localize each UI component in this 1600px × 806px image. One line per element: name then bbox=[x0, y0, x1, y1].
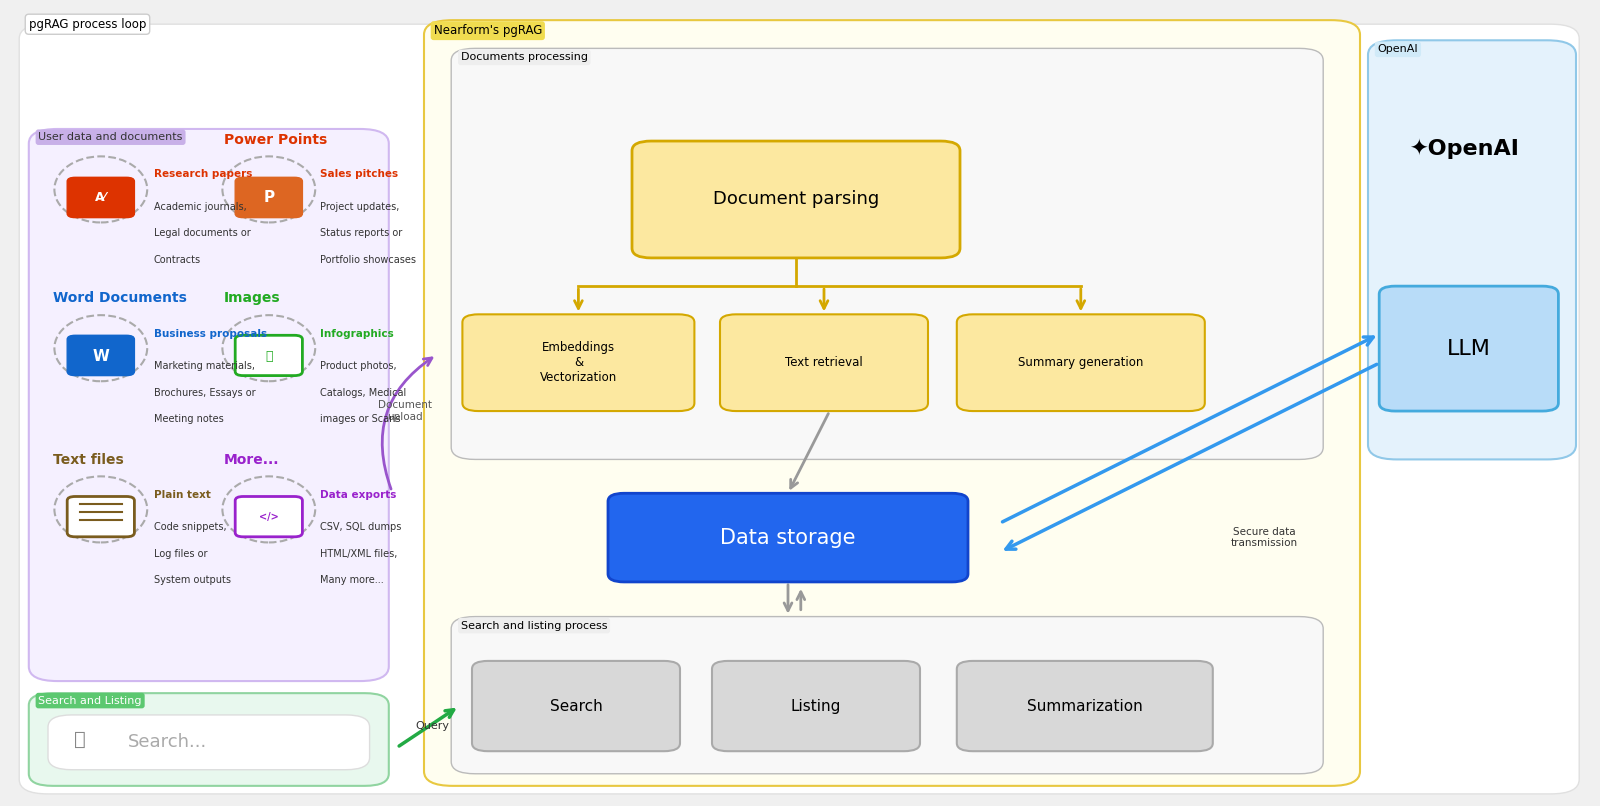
Text: Document
upload: Document upload bbox=[378, 401, 432, 422]
Text: Meeting notes: Meeting notes bbox=[154, 414, 224, 424]
Text: Search: Search bbox=[550, 699, 602, 713]
Text: Summary generation: Summary generation bbox=[1018, 356, 1144, 369]
Text: Business proposals: Business proposals bbox=[154, 329, 267, 339]
Text: A⁄: A⁄ bbox=[94, 191, 107, 204]
Text: LLM: LLM bbox=[1446, 339, 1491, 359]
Text: Catalogs, Medical: Catalogs, Medical bbox=[320, 388, 406, 397]
FancyBboxPatch shape bbox=[608, 493, 968, 582]
FancyBboxPatch shape bbox=[235, 177, 302, 218]
FancyBboxPatch shape bbox=[720, 314, 928, 411]
FancyBboxPatch shape bbox=[957, 661, 1213, 751]
Text: Brochures, Essays or: Brochures, Essays or bbox=[154, 388, 256, 397]
Text: Legal documents or: Legal documents or bbox=[154, 228, 250, 238]
Text: Many more...: Many more... bbox=[320, 575, 384, 585]
Text: Search and listing process: Search and listing process bbox=[461, 621, 608, 630]
Text: Marketing materials,: Marketing materials, bbox=[154, 361, 254, 371]
Text: Text retrieval: Text retrieval bbox=[786, 356, 862, 369]
FancyBboxPatch shape bbox=[67, 335, 134, 376]
FancyBboxPatch shape bbox=[1368, 40, 1576, 459]
Text: Portfolio showcases: Portfolio showcases bbox=[320, 255, 416, 264]
Text: Embeddings
&
Vectorization: Embeddings & Vectorization bbox=[539, 341, 618, 384]
Text: Document parsing: Document parsing bbox=[714, 190, 878, 209]
Text: Secure data
transmission: Secure data transmission bbox=[1230, 527, 1298, 548]
Text: W: W bbox=[93, 349, 109, 364]
FancyBboxPatch shape bbox=[235, 335, 302, 376]
FancyBboxPatch shape bbox=[712, 661, 920, 751]
Text: pgRAG process loop: pgRAG process loop bbox=[29, 18, 146, 31]
Text: Code snippets,: Code snippets, bbox=[154, 522, 226, 532]
FancyBboxPatch shape bbox=[29, 129, 389, 681]
Text: Data storage: Data storage bbox=[720, 528, 856, 547]
FancyBboxPatch shape bbox=[632, 141, 960, 258]
FancyBboxPatch shape bbox=[472, 661, 680, 751]
Text: Summarization: Summarization bbox=[1027, 699, 1142, 713]
FancyBboxPatch shape bbox=[235, 496, 302, 537]
Text: System outputs: System outputs bbox=[154, 575, 230, 585]
Text: HTML/XML files,: HTML/XML files, bbox=[320, 549, 397, 559]
FancyBboxPatch shape bbox=[48, 715, 370, 770]
FancyBboxPatch shape bbox=[462, 314, 694, 411]
FancyBboxPatch shape bbox=[19, 24, 1579, 794]
FancyBboxPatch shape bbox=[451, 48, 1323, 459]
Text: Text files: Text files bbox=[53, 454, 123, 467]
FancyBboxPatch shape bbox=[957, 314, 1205, 411]
Text: Sales pitches: Sales pitches bbox=[320, 169, 398, 179]
Text: CSV, SQL dumps: CSV, SQL dumps bbox=[320, 522, 402, 532]
Text: Search and Listing: Search and Listing bbox=[38, 696, 142, 705]
Text: 🔍: 🔍 bbox=[74, 730, 85, 750]
Text: OpenAI: OpenAI bbox=[1378, 44, 1418, 54]
FancyBboxPatch shape bbox=[1379, 286, 1558, 411]
FancyBboxPatch shape bbox=[29, 693, 389, 786]
Text: Contracts: Contracts bbox=[154, 255, 200, 264]
Text: More...: More... bbox=[224, 454, 280, 467]
FancyBboxPatch shape bbox=[67, 177, 134, 218]
Text: Query: Query bbox=[416, 721, 450, 732]
Text: 🏔: 🏔 bbox=[266, 350, 272, 363]
Text: Power Points: Power Points bbox=[224, 133, 328, 147]
Text: Data exports: Data exports bbox=[320, 490, 397, 500]
Text: User data and documents: User data and documents bbox=[38, 132, 182, 142]
Text: Status reports or: Status reports or bbox=[320, 228, 402, 238]
Text: Images: Images bbox=[224, 291, 280, 305]
Text: ✦OpenAI: ✦OpenAI bbox=[1410, 139, 1518, 160]
Text: Nearform's pgRAG: Nearform's pgRAG bbox=[434, 24, 542, 37]
Text: Research papers: Research papers bbox=[154, 169, 251, 179]
Text: </>: </> bbox=[259, 513, 278, 522]
Text: P: P bbox=[264, 190, 274, 205]
Text: Product photos,: Product photos, bbox=[320, 361, 397, 371]
Text: Academic journals,: Academic journals, bbox=[154, 202, 246, 211]
Text: Log files or: Log files or bbox=[154, 549, 206, 559]
Text: Documents processing: Documents processing bbox=[461, 52, 587, 62]
Text: Plain text: Plain text bbox=[154, 490, 211, 500]
FancyBboxPatch shape bbox=[451, 617, 1323, 774]
Text: Search...: Search... bbox=[128, 733, 208, 750]
Text: images or Scans: images or Scans bbox=[320, 414, 400, 424]
Text: Word Documents: Word Documents bbox=[53, 291, 187, 305]
Text: Listing: Listing bbox=[790, 699, 842, 713]
FancyBboxPatch shape bbox=[424, 20, 1360, 786]
Text: Project updates,: Project updates, bbox=[320, 202, 400, 211]
Text: PDFs: PDFs bbox=[53, 133, 93, 147]
Text: Infographics: Infographics bbox=[320, 329, 394, 339]
FancyBboxPatch shape bbox=[67, 496, 134, 537]
